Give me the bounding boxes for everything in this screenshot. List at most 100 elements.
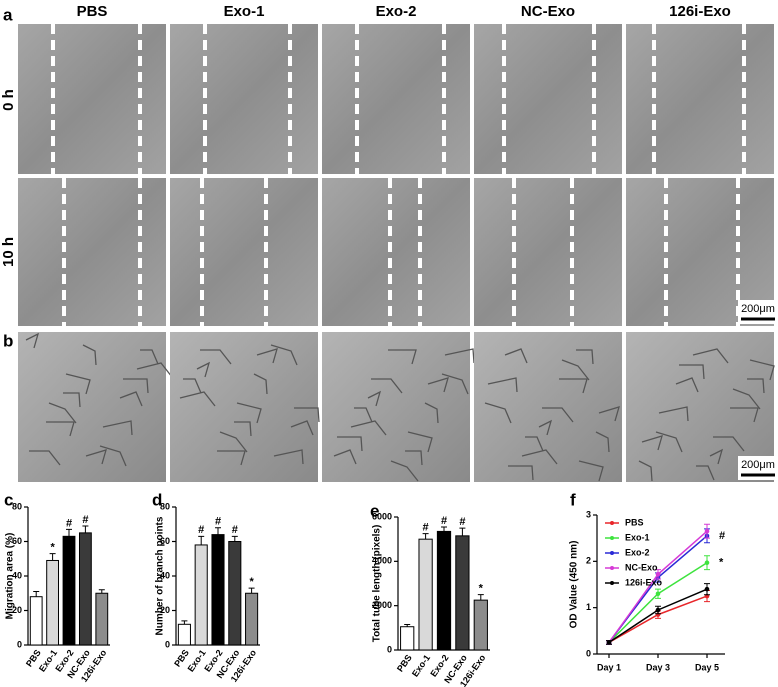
tube-network <box>219 431 248 453</box>
bar <box>177 623 191 646</box>
y-tick-label: 60 <box>12 536 22 546</box>
legend-swatch <box>610 551 614 555</box>
micrograph <box>322 178 470 326</box>
tube-network <box>578 460 604 482</box>
tube-network <box>217 450 246 466</box>
panel-label: e <box>370 501 379 520</box>
point <box>655 591 661 597</box>
micrograph <box>170 332 318 482</box>
significance: # <box>215 516 221 528</box>
series-line <box>608 595 708 644</box>
bar <box>455 535 470 651</box>
tube-network <box>427 377 449 393</box>
y-tick-label: 0 <box>586 648 591 658</box>
tube-network <box>559 378 588 394</box>
tube-network <box>333 449 357 465</box>
tube-network <box>658 406 689 422</box>
panel-label: a <box>3 5 13 24</box>
significance: # <box>459 516 465 528</box>
row-label: 10 h <box>0 237 17 267</box>
significance: # <box>423 522 429 534</box>
column-header: Exo-1 <box>224 3 265 20</box>
micrograph <box>322 332 470 482</box>
significance: # <box>82 514 88 526</box>
tube-network <box>638 460 653 482</box>
micrograph <box>18 178 166 326</box>
panel-label: d <box>152 490 162 509</box>
y-axis-title: Total tube length (pixels) <box>372 525 383 643</box>
tube-network <box>290 420 314 436</box>
micrograph <box>322 24 470 174</box>
y-tick-label: 4000 <box>372 556 392 566</box>
error-bar <box>404 624 411 627</box>
y-tick-label: 80 <box>12 501 22 511</box>
bar <box>95 592 109 646</box>
error-bar <box>422 533 429 540</box>
bar <box>473 599 488 651</box>
error-bar <box>49 553 56 561</box>
bar <box>46 559 60 646</box>
tube-network <box>65 373 91 395</box>
column-header: 126i-Exo <box>669 3 731 20</box>
tube-network <box>749 359 775 381</box>
point <box>655 607 661 613</box>
legend-label: 126i-Exo <box>625 577 663 587</box>
significance: # <box>198 524 204 536</box>
tube-network <box>85 449 107 465</box>
y-tick-label: 2 <box>586 556 591 566</box>
tube-network <box>29 450 61 466</box>
tube-network <box>253 373 268 395</box>
panel-label: b <box>3 331 13 350</box>
tube-network <box>256 348 278 364</box>
error-bar <box>248 587 255 594</box>
micrograph <box>626 24 774 174</box>
tube-network <box>99 445 127 467</box>
legend-label: PBS <box>625 517 644 527</box>
tube-network <box>371 378 403 394</box>
tube-network <box>63 392 81 408</box>
bar <box>78 532 92 646</box>
legend-label: Exo-2 <box>625 547 650 557</box>
tube-network <box>82 344 97 366</box>
point <box>704 528 710 534</box>
y-tick-label: 0 <box>17 639 22 649</box>
x-tick-label: Day 1 <box>597 662 621 672</box>
tube-network <box>236 402 262 424</box>
bar <box>436 530 452 651</box>
tube-network <box>713 436 745 452</box>
y-tick-label: 1 <box>586 602 591 612</box>
y-tick-label: 40 <box>12 570 22 580</box>
tube-network <box>179 391 216 407</box>
legend-label: NC-Exo <box>625 562 658 572</box>
significance: # <box>719 530 725 542</box>
y-tick-label: 3 <box>586 509 591 519</box>
tube-network <box>354 407 373 423</box>
legend-swatch <box>610 581 614 585</box>
tube-network <box>484 402 512 424</box>
tube-network <box>504 348 528 364</box>
tube-network <box>234 421 252 437</box>
y-axis-title: OD Value (450 nm) <box>569 541 580 629</box>
significance: * <box>50 541 55 553</box>
tube-network <box>641 435 663 451</box>
tube-network <box>441 373 469 395</box>
tube-network <box>692 348 729 364</box>
bar <box>62 535 76 646</box>
point <box>704 560 710 566</box>
bar <box>418 538 433 651</box>
tube-network <box>730 407 759 423</box>
tube-network <box>598 406 620 422</box>
error-bar <box>231 535 238 542</box>
tube-network <box>525 436 544 452</box>
tube-network <box>183 378 202 394</box>
y-tick-label: 60 <box>160 536 170 546</box>
error-bar <box>82 525 89 533</box>
tube-network <box>521 449 558 465</box>
tube-network <box>390 460 419 482</box>
column-header: NC-Exo <box>521 3 575 20</box>
bar <box>29 596 43 646</box>
bar <box>228 541 242 646</box>
legend-swatch <box>610 536 614 540</box>
y-tick-label: 2000 <box>372 600 392 610</box>
tube-network <box>709 448 724 465</box>
